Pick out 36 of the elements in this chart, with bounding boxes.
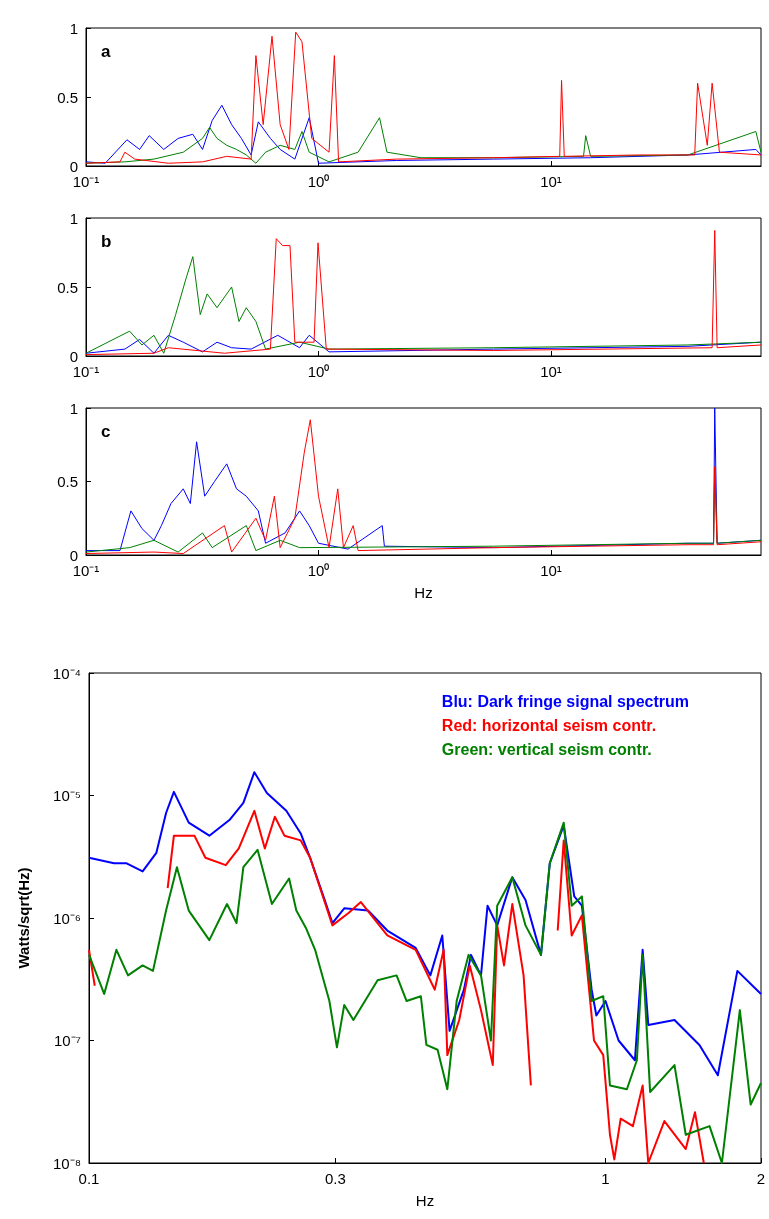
y-tick-label: 0.5: [57, 278, 78, 296]
x-tick-label: 10⁰: [307, 173, 330, 190]
y-tick-label: 0.5: [57, 88, 78, 106]
x-tick-label: 10⁰: [307, 363, 330, 380]
x-tick-label: 1: [601, 1170, 610, 1187]
text: Blu: Dark fringe signal spectrum: [441, 692, 690, 710]
x-tick-label: 2: [756, 1170, 766, 1187]
x-tick-label: 10¹: [540, 173, 562, 190]
y-tick-label: 10⁻⁴: [52, 664, 81, 682]
x-tick-label: 10¹: [540, 562, 562, 579]
y-tick-label: 10⁻⁸: [52, 1154, 81, 1172]
x-tick-label: 10⁻¹: [72, 173, 100, 190]
y-tick-label: 0: [69, 157, 78, 175]
y-tick-label: 0: [69, 347, 78, 365]
text: Green: vertical seism contr.: [441, 740, 652, 758]
text: c: [101, 422, 111, 441]
x-axis-title: Hz: [415, 1192, 435, 1209]
text: a: [101, 42, 111, 61]
y-tick-label: 1: [69, 209, 78, 227]
y-tick-label: 0.5: [57, 473, 78, 490]
y-tick-label: 0: [69, 546, 78, 564]
x-axis-title: Hz: [414, 584, 433, 601]
y-axis-title: Watts/sqrt(Hz): [15, 867, 32, 969]
y-tick-label: 1: [69, 399, 78, 417]
y-tick-label: 10⁻⁵: [53, 787, 81, 804]
x-tick-label: 0.1: [78, 1170, 100, 1187]
x-tick-label: 10¹: [540, 363, 562, 380]
y-tick-label: 10⁻⁷: [53, 1032, 81, 1049]
x-tick-label: 10⁻¹: [72, 562, 100, 579]
x-tick-label: 0.3: [325, 1170, 346, 1187]
text: Red: horizontal seism contr.: [441, 716, 657, 734]
x-tick-label: 10⁰: [307, 562, 330, 579]
text: b: [101, 232, 112, 251]
y-tick-label: 10⁻⁶: [53, 909, 81, 927]
x-tick-label: 10⁻¹: [72, 363, 100, 380]
y-tick-label: 1: [69, 19, 78, 37]
